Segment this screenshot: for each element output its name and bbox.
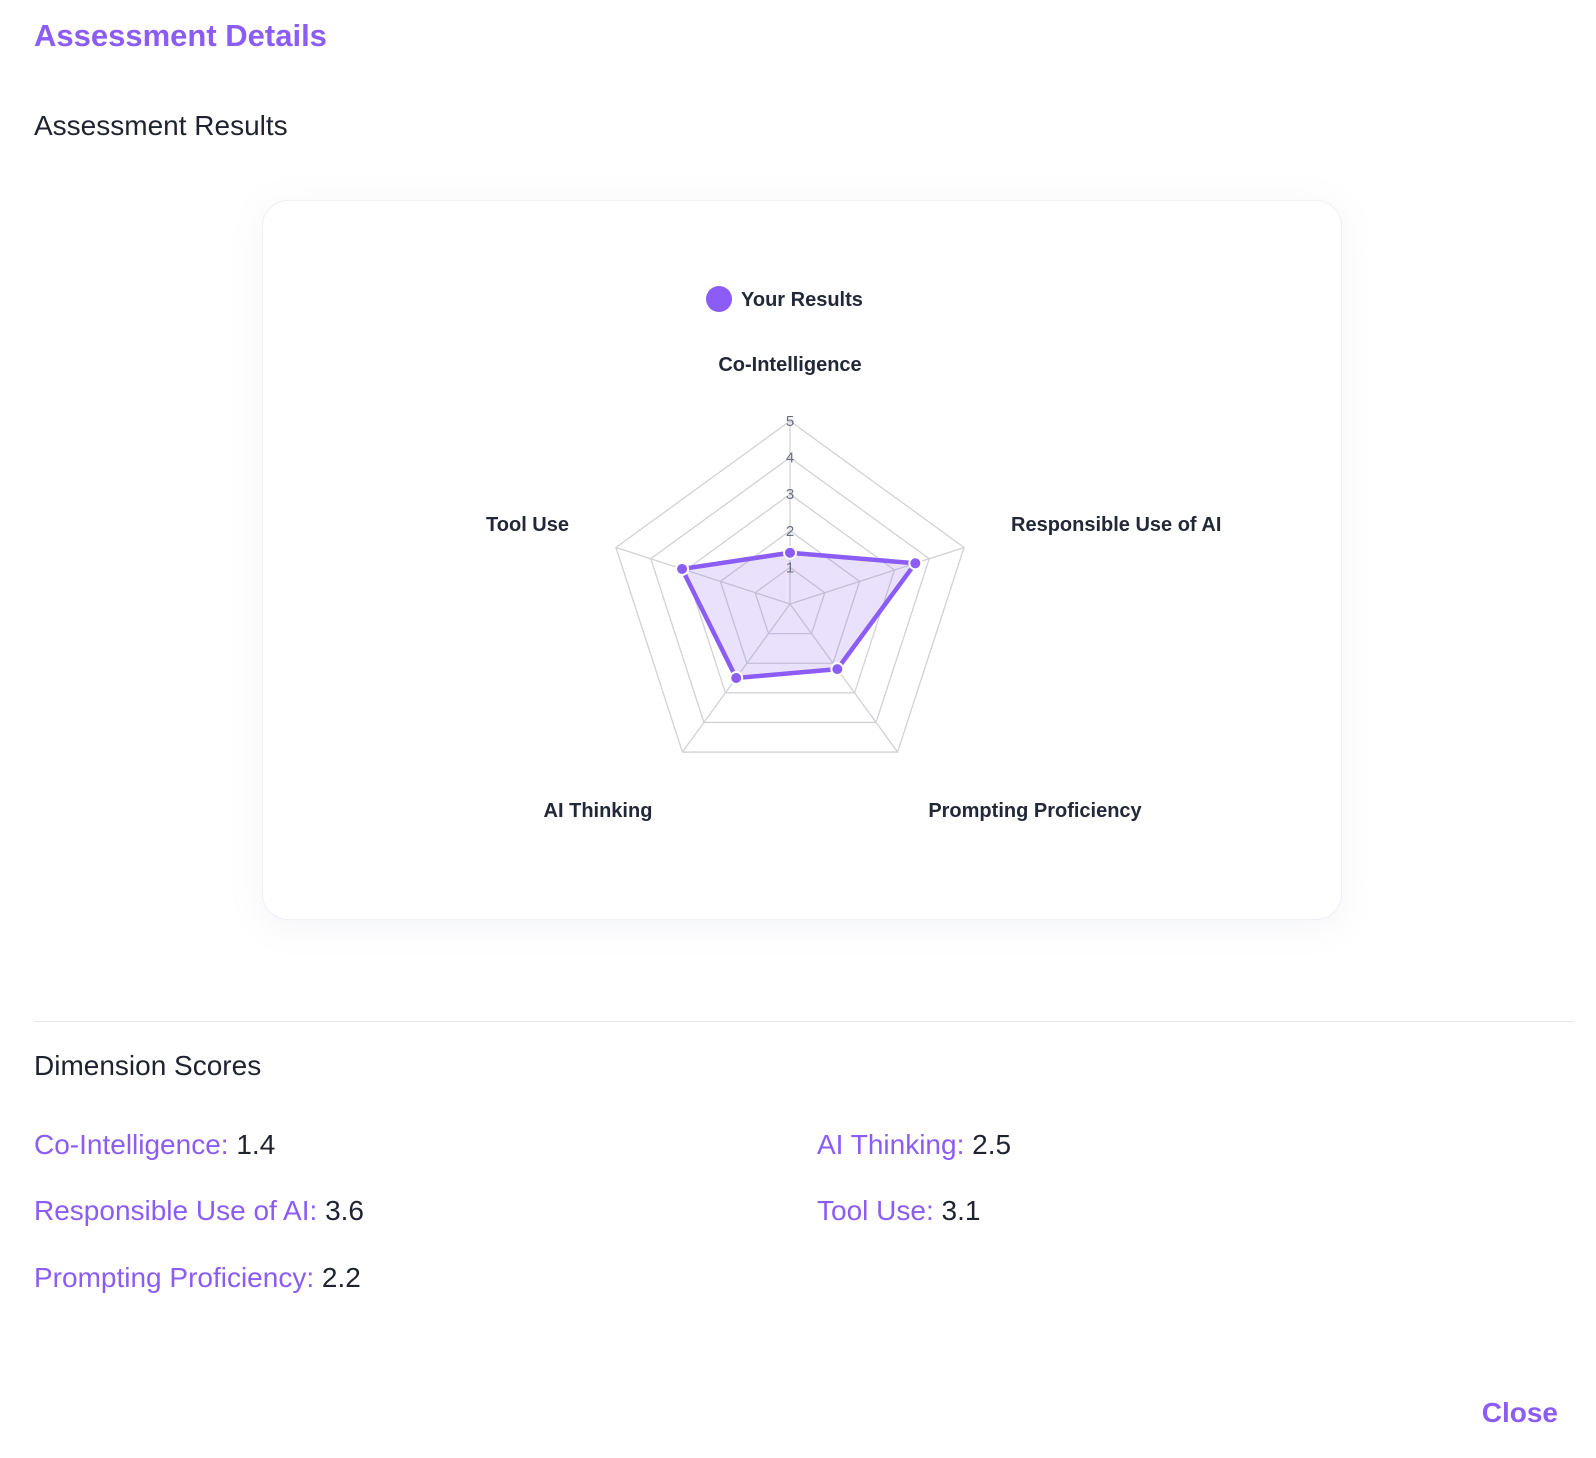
score-label: Tool Use: (817, 1195, 934, 1226)
dialog-title: Assessment Details (34, 18, 327, 53)
grid-ring-4 (650, 456, 930, 724)
score-co-intelligence: Co-Intelligence: 1.4 (34, 1128, 275, 1162)
grid-ring-2 (719, 529, 861, 664)
axis-label: AI Thinking (544, 800, 653, 822)
grid-spoke (789, 546, 965, 605)
scores-section-title: Dimension Scores (34, 1050, 262, 1081)
score-value: 2.2 (321, 1262, 361, 1293)
series-area (679, 550, 918, 681)
score-value: 3.1 (941, 1195, 981, 1226)
score-value: 3.6 (325, 1195, 364, 1226)
data-point-4[interactable] (729, 671, 744, 686)
chart-legend[interactable]: Your Results (706, 286, 863, 312)
data-point-2[interactable] (908, 556, 923, 571)
radar-chart: Your Results 1 2 3 4 5 Co-Intelligence Respon… (486, 286, 1221, 822)
data-point-5[interactable] (675, 561, 690, 576)
score-label: Co-Intelligence: (34, 1129, 229, 1160)
tick-label: 5 (786, 413, 794, 430)
score-tool-use: Tool Use: 3.1 (817, 1194, 980, 1228)
legend-swatch (706, 286, 732, 312)
tick-label: 2 (786, 523, 794, 540)
grid-spoke (789, 603, 899, 753)
axis-label: Co-Intelligence (718, 354, 861, 376)
grid-spoke (615, 546, 791, 605)
grid-ring-3 (684, 493, 896, 694)
tick-label: 3 (786, 486, 794, 503)
score-label: Prompting Proficiency: (34, 1262, 315, 1293)
data-point-3[interactable] (830, 662, 845, 677)
axis-label: Responsible Use of AI (1011, 514, 1221, 536)
legend-label: Your Results (741, 289, 863, 311)
grid-ring-5 (615, 420, 965, 753)
grid-ring-1 (754, 566, 826, 635)
close-button[interactable]: Close (1481, 1397, 1558, 1428)
results-section-title: Assessment Results (34, 110, 288, 141)
radar-chart-card: Your Results 1 2 3 4 5 Co-Intelligence Respon… (262, 200, 1342, 920)
score-label: AI Thinking: (817, 1129, 965, 1160)
data-point-1[interactable] (783, 545, 797, 560)
score-value: 2.5 (972, 1129, 1012, 1160)
score-label: Responsible Use of AI: (34, 1195, 318, 1226)
score-value: 1.4 (236, 1129, 276, 1160)
score-responsible-use-of-ai: Responsible Use of AI: 3.6 (34, 1194, 364, 1228)
axis-label: Prompting Proficiency (928, 800, 1142, 822)
score-prompting-proficiency: Prompting Proficiency: 2.2 (34, 1261, 361, 1295)
section-divider (34, 1021, 1573, 1022)
axis-label: Tool Use (486, 514, 569, 536)
tick-label: 4 (786, 450, 794, 467)
score-ai-thinking: AI Thinking: 2.5 (817, 1128, 1011, 1162)
tick-label: 1 (786, 559, 794, 576)
